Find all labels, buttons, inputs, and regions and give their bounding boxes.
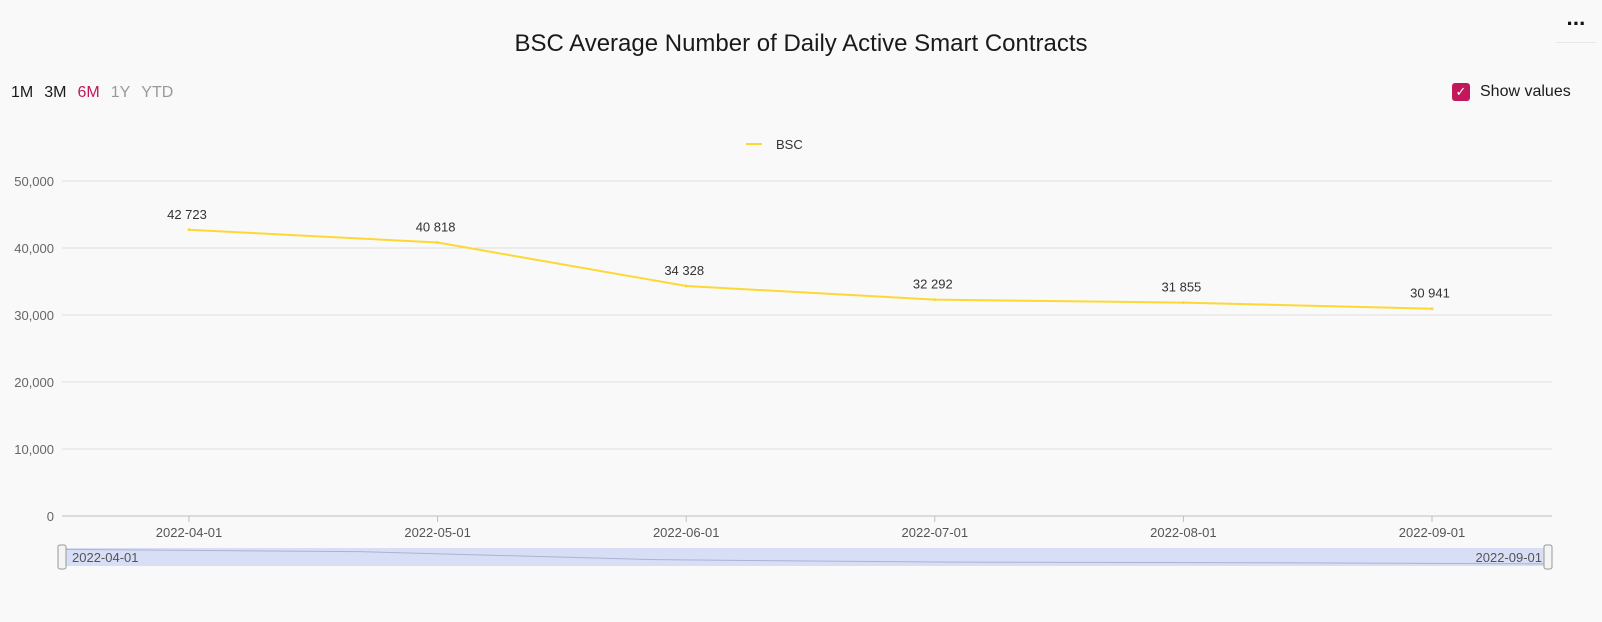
range-1y[interactable]: 1Y <box>110 84 131 101</box>
chart-menu-icon[interactable]: ··· <box>1556 6 1596 43</box>
show-values-label: Show values <box>1480 83 1571 100</box>
data-label: 40 818 <box>416 220 456 235</box>
navigator-range <box>62 548 1548 566</box>
x-tick-label: 2022-07-01 <box>902 525 969 540</box>
data-point <box>684 284 688 288</box>
series-line <box>188 228 1433 310</box>
range-1m[interactable]: 1M <box>11 84 34 101</box>
y-tick-label: 10,000 <box>14 442 54 457</box>
navigator-handle-right[interactable] <box>1543 544 1553 570</box>
show-values-toggle[interactable]: ✓ Show values <box>1452 83 1571 101</box>
navigator-line <box>61 548 1549 565</box>
legend-label: BSC <box>776 137 803 152</box>
range-ytd[interactable]: YTD <box>141 84 174 101</box>
data-point <box>1181 301 1185 305</box>
chart-title: BSC Average Number of Daily Active Smart… <box>514 30 1088 57</box>
range-6m[interactable]: 6M <box>77 84 100 101</box>
data-label: 32 292 <box>913 277 953 292</box>
x-tick-label: 2022-06-01 <box>653 525 720 540</box>
navigator-handle-left[interactable] <box>57 544 67 570</box>
data-point <box>1430 307 1434 311</box>
x-tick-label: 2022-04-01 <box>156 525 223 540</box>
x-tick-label: 2022-09-01 <box>1399 525 1466 540</box>
data-point <box>933 298 937 302</box>
y-tick-label: 20,000 <box>14 375 54 390</box>
y-tick-label: 40,000 <box>14 241 54 256</box>
y-tick-label: 0 <box>47 509 54 524</box>
range-selector: 1M 3M 6M 1Y YTD <box>11 84 173 102</box>
x-tick-label: 2022-08-01 <box>1150 525 1217 540</box>
data-label: 31 855 <box>1162 280 1202 295</box>
navigator-start-label: 2022-04-01 <box>72 550 139 565</box>
data-point <box>436 241 440 245</box>
data-point <box>187 228 191 232</box>
checkbox-checked-icon[interactable]: ✓ <box>1452 83 1470 101</box>
y-tick-label: 30,000 <box>14 308 54 323</box>
y-tick-label: 50,000 <box>14 174 54 189</box>
data-label: 42 723 <box>167 207 207 222</box>
x-tick-label: 2022-05-01 <box>404 525 471 540</box>
data-label: 34 328 <box>664 263 704 278</box>
navigator-end-label: 2022-09-01 <box>1476 550 1543 565</box>
data-label: 30 941 <box>1410 286 1450 301</box>
range-3m[interactable]: 3M <box>44 84 67 101</box>
